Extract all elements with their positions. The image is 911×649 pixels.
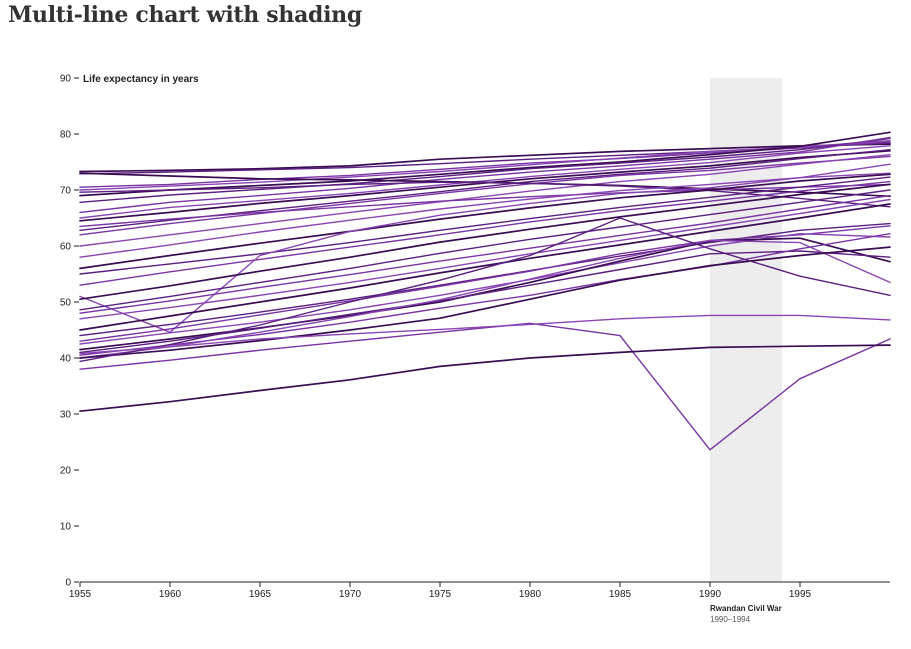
series-line-s36 bbox=[79, 314, 891, 355]
series-line-s37 bbox=[79, 344, 891, 413]
series-line-s19 bbox=[79, 180, 891, 286]
series-line-s17 bbox=[79, 173, 891, 270]
series-line-s27 bbox=[79, 225, 891, 342]
x-tick-label: 1995 bbox=[789, 589, 812, 600]
annotation-title: Rwandan Civil War bbox=[710, 604, 782, 613]
series-line-s24 bbox=[79, 198, 891, 320]
y-tick-label: 60 bbox=[60, 242, 72, 253]
series-line-s22 bbox=[79, 189, 891, 311]
x-tick-label: 1970 bbox=[339, 589, 362, 600]
series-line-s32 bbox=[79, 239, 891, 359]
series-line-s26 bbox=[79, 222, 891, 337]
series-line-s18 bbox=[79, 176, 891, 275]
series-line-s21 bbox=[79, 183, 891, 301]
y-tick-label: 0 bbox=[65, 578, 71, 589]
y-tick-label: 50 bbox=[60, 298, 72, 309]
series-line-s33 bbox=[79, 246, 891, 359]
y-axis-label: Life expectancy in years bbox=[83, 74, 199, 85]
series-line-s04 bbox=[79, 139, 891, 191]
series-line-s34 bbox=[79, 217, 891, 363]
y-tick-label: 20 bbox=[60, 466, 72, 477]
x-tick-label: 1980 bbox=[519, 589, 542, 600]
series-line-s08 bbox=[79, 145, 891, 219]
annotation-subtitle: 1990–1994 bbox=[710, 615, 751, 624]
axes-layer: 0 10 20 30 40 50 60 70 80 90 1955 1960 1965 1970 1975 1… bbox=[60, 74, 890, 600]
series-line-s35 bbox=[79, 322, 891, 451]
series-line-s25 bbox=[79, 203, 891, 331]
y-tick-label: 80 bbox=[60, 130, 72, 141]
y-tick-label: 40 bbox=[60, 354, 72, 365]
x-tick-label: 1985 bbox=[609, 589, 632, 600]
series-line-s11 bbox=[79, 155, 891, 236]
series-line-s12 bbox=[79, 153, 891, 247]
x-tick-label: 1965 bbox=[249, 589, 272, 600]
series-line-s07 bbox=[79, 136, 891, 214]
y-tick-label: 30 bbox=[60, 410, 72, 421]
lines-layer bbox=[79, 131, 891, 451]
series-line-s01 bbox=[79, 143, 891, 173]
x-tick-label: 1990 bbox=[699, 589, 722, 600]
series-line-s23 bbox=[79, 194, 891, 314]
series-line-s15 bbox=[79, 183, 891, 228]
chart-title: Multi-line chart with shading bbox=[8, 2, 362, 28]
series-line-s06 bbox=[79, 137, 891, 204]
y-tick-label: 70 bbox=[60, 186, 72, 197]
x-tick-label: 1975 bbox=[429, 589, 452, 600]
x-tick-label: 1955 bbox=[69, 589, 92, 600]
y-tick-label: 10 bbox=[60, 522, 72, 533]
series-line-s05 bbox=[79, 131, 891, 197]
y-tick-label: 90 bbox=[60, 74, 72, 85]
series-line-s16 bbox=[79, 172, 891, 258]
series-line-s29 bbox=[79, 237, 891, 351]
x-tick-label: 1960 bbox=[159, 589, 182, 600]
series-line-s14 bbox=[79, 181, 891, 208]
